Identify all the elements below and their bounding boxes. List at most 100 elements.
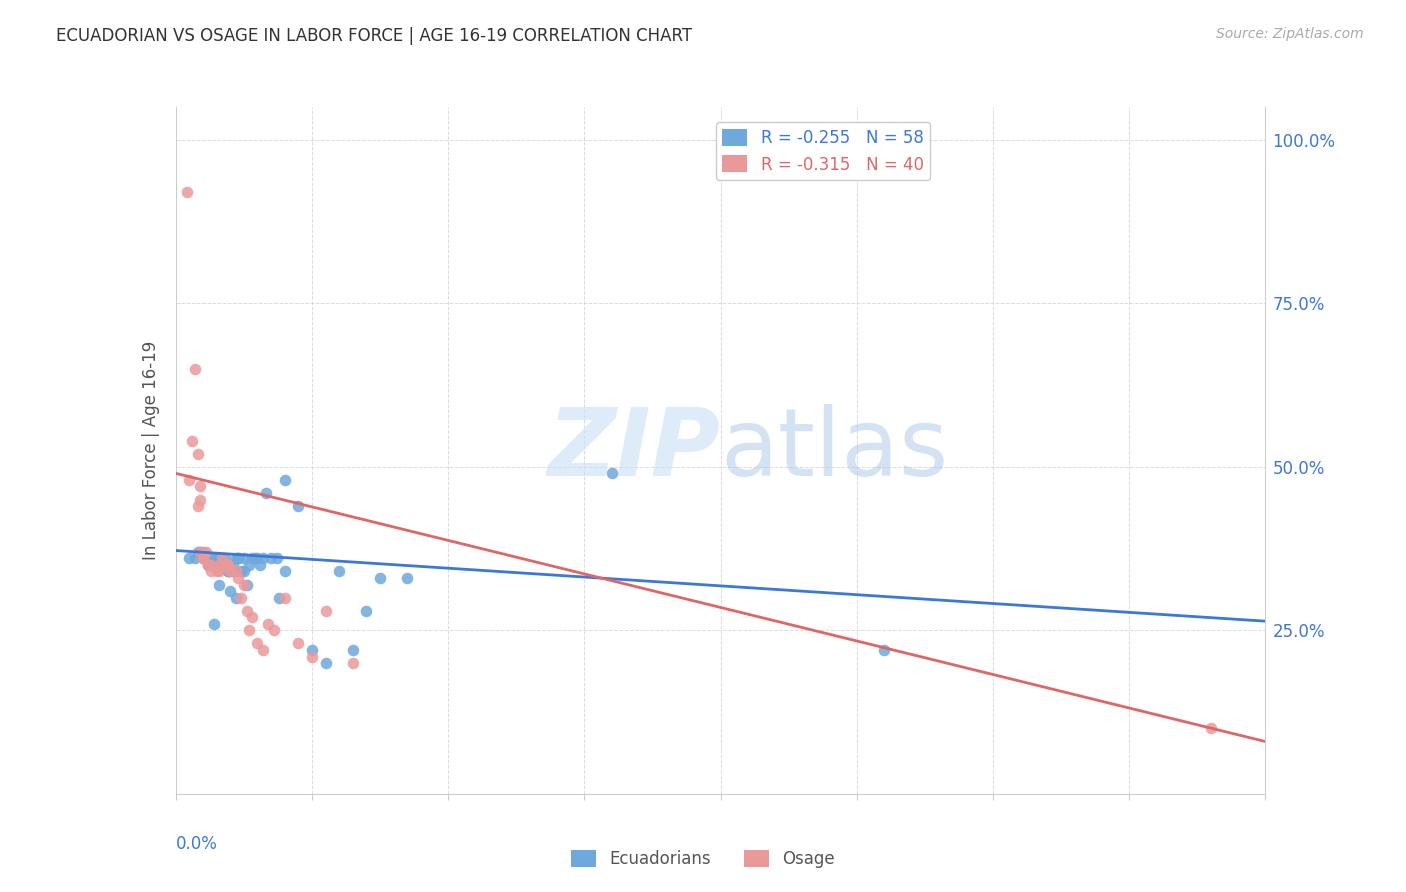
Point: [228, 551, 250, 566]
Point: [217, 565, 239, 579]
Y-axis label: In Labor Force | Age 16-19: In Labor Force | Age 16-19: [142, 341, 160, 560]
Point: [301, 643, 323, 657]
Point: [191, 551, 214, 566]
Point: [197, 558, 219, 572]
Point: [211, 558, 233, 572]
Point: [200, 551, 222, 566]
Point: [200, 558, 222, 572]
Point: [368, 571, 391, 585]
Point: [202, 551, 225, 566]
Point: [208, 565, 231, 579]
Point: [217, 565, 239, 579]
Point: [274, 565, 297, 579]
Point: [238, 558, 260, 572]
Point: [208, 577, 231, 591]
Point: [225, 591, 247, 605]
Point: [225, 565, 247, 579]
Point: [232, 551, 254, 566]
Legend: R = -0.255   N = 58, R = -0.315   N = 40: R = -0.255 N = 58, R = -0.315 N = 40: [716, 122, 931, 180]
Point: [188, 492, 211, 507]
Point: [214, 558, 236, 572]
Point: [235, 604, 257, 618]
Point: [254, 486, 277, 500]
Point: [342, 643, 364, 657]
Point: [179, 551, 201, 566]
Point: [231, 591, 253, 605]
Point: [214, 551, 236, 566]
Point: [191, 551, 214, 566]
Point: [342, 656, 364, 670]
Point: [184, 551, 207, 566]
Point: [269, 591, 291, 605]
Point: [188, 545, 211, 559]
Point: [235, 577, 257, 591]
Point: [232, 577, 254, 591]
Point: [205, 565, 228, 579]
Point: [217, 558, 239, 572]
Point: [1199, 722, 1222, 736]
Point: [194, 545, 217, 559]
Point: [396, 571, 419, 585]
Point: [205, 551, 228, 566]
Point: [301, 649, 323, 664]
Point: [315, 656, 337, 670]
Point: [211, 551, 233, 566]
Point: [274, 473, 297, 487]
Point: [208, 558, 231, 572]
Point: [222, 558, 245, 572]
Point: [356, 604, 378, 618]
Point: [222, 565, 245, 579]
Point: [184, 361, 207, 376]
Point: [214, 558, 236, 572]
Point: [214, 558, 236, 572]
Point: [179, 473, 201, 487]
Text: 0.0%: 0.0%: [176, 835, 218, 853]
Point: [266, 551, 288, 566]
Point: [186, 447, 209, 461]
Point: [228, 571, 250, 585]
Point: [328, 565, 350, 579]
Point: [263, 624, 285, 638]
Point: [287, 636, 309, 650]
Point: [211, 551, 233, 566]
Point: [600, 467, 623, 481]
Point: [205, 551, 228, 566]
Point: [200, 565, 222, 579]
Point: [176, 185, 198, 199]
Point: [231, 565, 253, 579]
Point: [240, 551, 263, 566]
Point: [238, 624, 260, 638]
Point: [274, 591, 297, 605]
Text: ZIP: ZIP: [548, 404, 721, 497]
Point: [252, 643, 274, 657]
Text: Source: ZipAtlas.com: Source: ZipAtlas.com: [1216, 27, 1364, 41]
Point: [197, 558, 219, 572]
Legend: Ecuadorians, Osage: Ecuadorians, Osage: [564, 843, 842, 875]
Point: [181, 434, 204, 448]
Point: [188, 479, 211, 493]
Point: [219, 584, 242, 599]
Point: [217, 558, 239, 572]
Point: [873, 643, 896, 657]
Point: [249, 558, 271, 572]
Point: [200, 558, 222, 572]
Point: [219, 565, 242, 579]
Point: [208, 558, 231, 572]
Point: [228, 551, 250, 566]
Point: [246, 636, 269, 650]
Point: [188, 545, 211, 559]
Point: [202, 616, 225, 631]
Point: [252, 551, 274, 566]
Point: [315, 604, 337, 618]
Point: [200, 558, 222, 572]
Point: [287, 499, 309, 513]
Point: [232, 565, 254, 579]
Point: [186, 545, 209, 559]
Text: ECUADORIAN VS OSAGE IN LABOR FORCE | AGE 16-19 CORRELATION CHART: ECUADORIAN VS OSAGE IN LABOR FORCE | AGE…: [56, 27, 692, 45]
Point: [240, 610, 263, 624]
Point: [225, 551, 247, 566]
Point: [260, 551, 283, 566]
Point: [191, 551, 214, 566]
Point: [186, 499, 209, 513]
Point: [257, 616, 280, 631]
